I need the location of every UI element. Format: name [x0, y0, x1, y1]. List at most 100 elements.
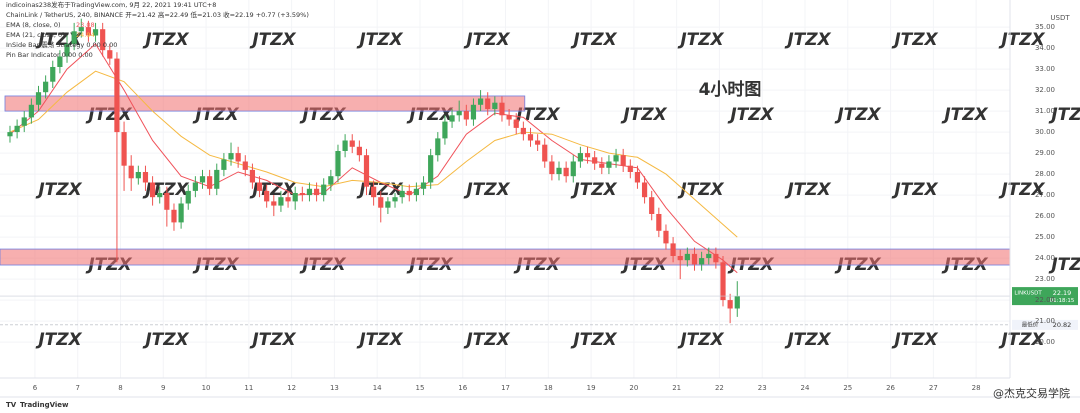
candle-body	[670, 243, 676, 256]
legend: EMA (8, close, 0) 23.08 EMA (21, close, 0)…	[6, 21, 117, 59]
candle-body	[399, 190, 405, 198]
candle-body	[570, 161, 576, 177]
x-tick-label: 7	[75, 384, 79, 392]
candle-body	[549, 161, 555, 175]
candle-body	[313, 188, 320, 196]
last-price-tag	[1012, 287, 1078, 306]
x-tick-label: 11	[244, 384, 253, 392]
candle-body	[606, 161, 612, 168]
candle-body	[342, 140, 348, 151]
candle-body	[43, 81, 49, 93]
candle-body	[428, 155, 434, 183]
candle-body	[371, 186, 377, 198]
low-tag	[1012, 319, 1078, 330]
candle-body	[321, 184, 327, 196]
candle-body	[592, 157, 598, 164]
x-tick-label: 12	[287, 384, 296, 392]
candle-body	[278, 197, 284, 206]
watermark: JTZX	[249, 330, 296, 350]
watermark: JTZX	[941, 105, 988, 125]
candle-body	[128, 165, 134, 179]
watermark: JTZX	[249, 180, 296, 200]
candle-body	[135, 171, 141, 179]
watermark: JTZX	[570, 330, 617, 350]
x-tick-label: 24	[801, 384, 810, 392]
candles	[7, 18, 740, 324]
candle-body	[385, 201, 391, 208]
y-tick-label: 33.00	[1035, 65, 1055, 73]
legend-value: 23.08	[76, 21, 95, 29]
candle-body	[157, 192, 163, 198]
watermark: JTZX	[727, 105, 774, 125]
candle-body	[492, 102, 498, 109]
watermark: JTZX	[35, 30, 82, 50]
candle-body	[727, 300, 733, 309]
watermark: JTZX	[784, 180, 831, 200]
candle-body	[713, 253, 719, 263]
candle-body	[677, 255, 683, 261]
candle-body	[577, 153, 584, 162]
x-tick-label: 28	[972, 384, 981, 392]
candle-body	[485, 98, 491, 109]
candle-body	[149, 182, 156, 198]
legend-entry: EMA (8, close, 0)	[6, 21, 61, 29]
y-tick-label: 29.00	[1035, 149, 1055, 157]
zones	[0, 95, 1011, 266]
y-tick-label: 30.00	[1035, 128, 1055, 136]
candle-body	[114, 58, 120, 133]
watermark: JTZX	[891, 330, 938, 350]
watermark: JTZX	[463, 180, 510, 200]
candle-body	[641, 182, 648, 198]
y-tick-label: 25.00	[1035, 233, 1055, 241]
candle-body	[100, 29, 106, 51]
candle-body	[663, 230, 669, 244]
watermark: JTZX	[1048, 255, 1080, 275]
candle-body	[449, 115, 455, 122]
candle-body	[470, 104, 477, 120]
candle-body	[178, 203, 184, 223]
zone	[4, 95, 526, 112]
watermark: JTZX	[891, 30, 938, 50]
candle-body	[21, 117, 27, 126]
low-value: 20.82	[1053, 321, 1072, 329]
watermark: JTZX	[35, 180, 82, 200]
symbol-tag: LINKUSDT	[1014, 291, 1042, 297]
candle-body	[121, 132, 127, 166]
candle-body	[506, 115, 512, 120]
candle-body	[242, 161, 248, 170]
watermark: JTZX	[784, 330, 831, 350]
candle-body	[171, 209, 177, 223]
ema-line	[9, 70, 738, 238]
symbol-line: ChainLink / TetherUS, 240, BINANCE 开=21.…	[6, 10, 309, 19]
y-tick-label: 20.00	[1035, 338, 1055, 346]
candle-body	[734, 296, 740, 309]
watermark: JTZX	[677, 330, 724, 350]
candle-body	[634, 171, 641, 183]
candle-body	[406, 190, 412, 196]
x-tick-label: 17	[501, 384, 510, 392]
candle-body	[71, 31, 77, 44]
watermark: JTZX	[356, 330, 403, 350]
candle-body	[456, 111, 462, 116]
x-tick-label: 8	[118, 384, 122, 392]
y-tick-label: 31.00	[1035, 107, 1055, 115]
x-tick-label: 10	[202, 384, 211, 392]
candle-body	[720, 262, 726, 301]
watermark: JTZX	[356, 180, 403, 200]
x-tick-label: 25	[843, 384, 852, 392]
x-tick-label: 13	[330, 384, 339, 392]
legend-value: 24.94	[76, 31, 95, 39]
x-tick-label: 26	[886, 384, 895, 392]
candle-body	[527, 134, 534, 141]
candle-body	[85, 27, 92, 36]
candle-body	[335, 150, 341, 177]
candle-body	[107, 50, 113, 59]
candle-body	[691, 253, 698, 265]
footer-credit: @杰克交易学院	[993, 386, 1070, 400]
y-tick-label: 23.00	[1035, 275, 1055, 283]
candle-body	[356, 146, 362, 156]
watermark: JTZX	[620, 105, 667, 125]
y-tick-label: 21.00	[1035, 317, 1055, 325]
